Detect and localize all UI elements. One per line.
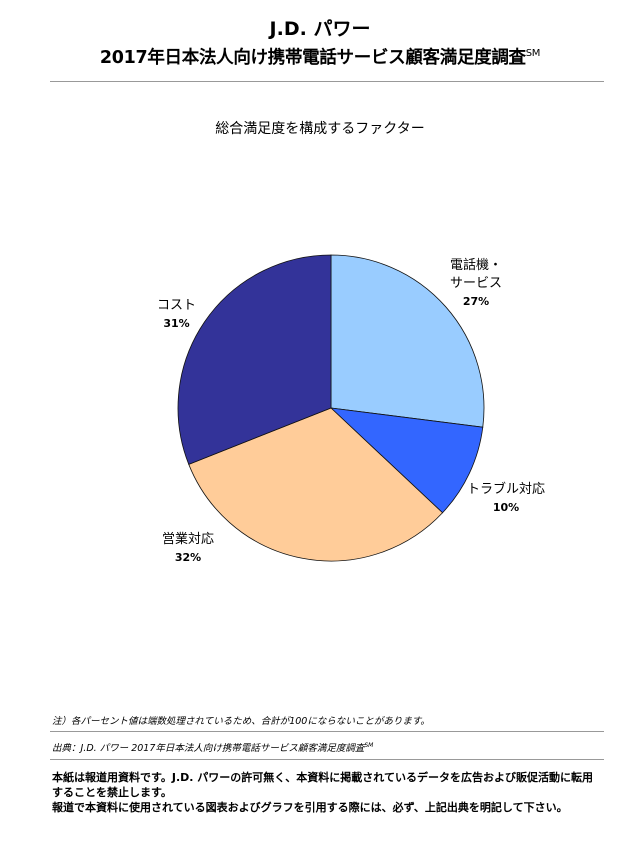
pie-slice-cost [177, 254, 332, 465]
slice-label-sales-name: 営業対応 [162, 532, 215, 547]
report-title-text: 2017年日本法人向け携帯電話サービス顧客満足度調査 [99, 48, 526, 68]
slice-label-sales-pct: 32% [174, 551, 202, 564]
slice-label-trouble-pct: 10% [492, 501, 520, 514]
disclaimer-line-2: することを禁止します。 [52, 786, 172, 799]
chart-title: 総合満足度を構成するファクター [215, 121, 425, 137]
slice-label-phone-service-name: 電話機・ サービス [450, 258, 503, 291]
footnote-divider [50, 731, 604, 732]
disclaimer: 本紙は報道用資料です。J.D. パワーの許可無く、本資料に掲載されているデータを… [52, 770, 612, 815]
pie-slice-trouble [329, 407, 484, 514]
pie-chart [177, 254, 485, 562]
pie-slice-phone-service [330, 254, 485, 428]
source-note: 出典：J.D. パワー 2017年日本法人向け携帯電話サービス顧客満足度調査SM [52, 740, 373, 754]
source-divider [50, 759, 604, 760]
slice-label-phone-service: 電話機・ サービス 27% [450, 257, 502, 311]
header-divider [50, 81, 604, 82]
slice-label-cost: コスト 31% [157, 297, 196, 333]
report-title: 2017年日本法人向け携帯電話サービス顧客満足度調査SM [0, 44, 640, 69]
pie-slice-sales [188, 407, 444, 562]
source-text: 出典：J.D. パワー 2017年日本法人向け携帯電話サービス顧客満足度調査 [52, 743, 365, 754]
service-mark: SM [525, 48, 541, 59]
slice-label-trouble: トラブル対応 10% [467, 481, 545, 517]
slice-label-phone-service-pct: 27% [462, 295, 490, 308]
slice-label-trouble-name: トラブル対応 [467, 482, 546, 497]
footnote: 注）各パーセント値は端数処理されているため、合計が100にならないことがあります… [52, 716, 430, 727]
disclaimer-line-1: 本紙は報道用資料です。J.D. パワーの許可無く、本資料に掲載されているデータを… [52, 771, 593, 784]
slice-label-sales: 営業対応 32% [162, 531, 214, 567]
brand-title: J.D. パワー [269, 18, 371, 40]
source-mark: SM [364, 741, 374, 749]
slice-label-cost-name: コスト [157, 298, 197, 313]
disclaimer-line-3: 報道で本資料に使用されている図表およびグラフを引用する際には、必ず、上記出典を明… [52, 801, 568, 814]
slice-label-cost-pct: 31% [163, 317, 190, 330]
